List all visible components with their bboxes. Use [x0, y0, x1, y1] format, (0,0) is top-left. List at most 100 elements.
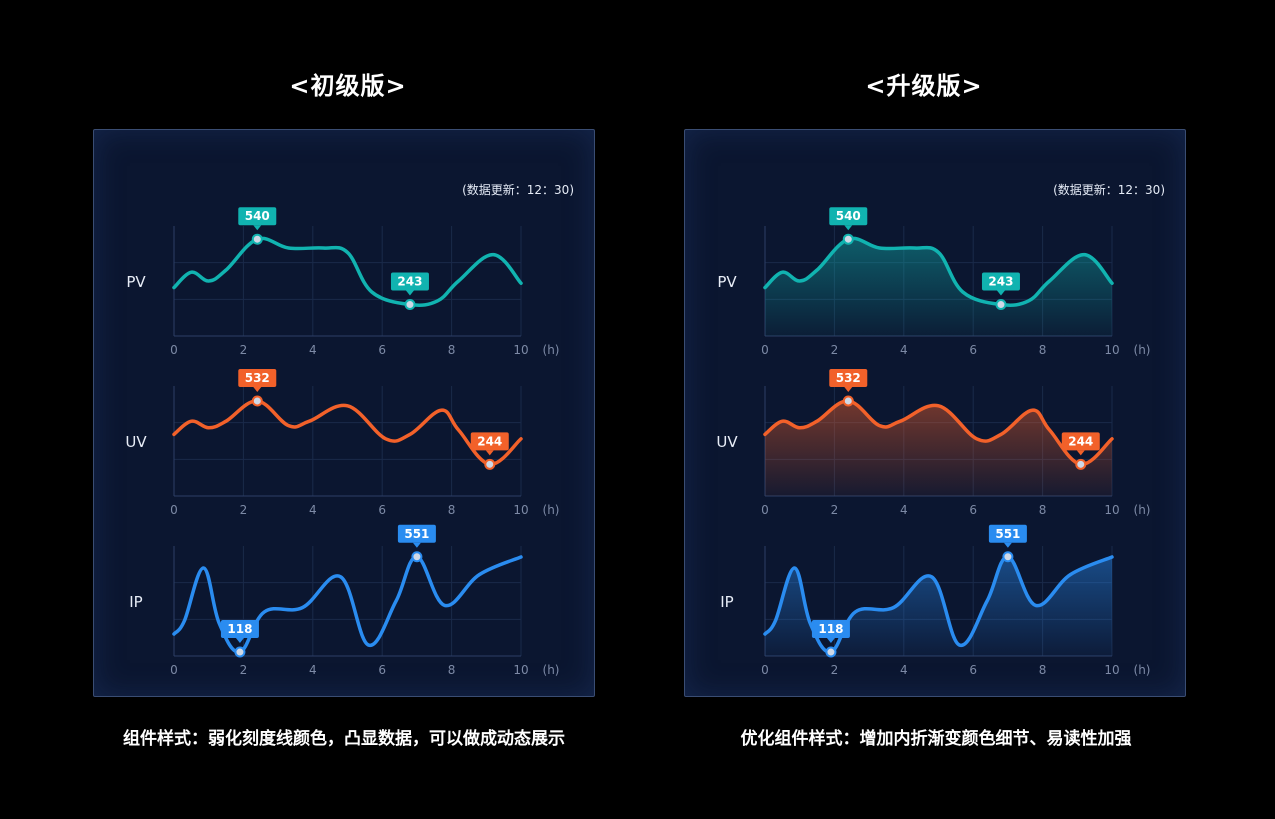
line-pv — [172, 236, 523, 307]
data-label-pointer — [405, 290, 414, 296]
grid-uv — [174, 386, 522, 497]
data-point — [1002, 551, 1014, 563]
data-point — [411, 551, 423, 563]
x-tick-label: 2 — [831, 663, 839, 677]
data-label: 551 — [397, 524, 436, 548]
data-point — [995, 299, 1007, 311]
data-label: 244 — [1061, 432, 1100, 456]
data-label-box — [988, 524, 1027, 543]
data-label-text: 118 — [227, 622, 252, 636]
series-label-pv: PV — [126, 273, 146, 291]
x-unit-label: (h) — [1134, 663, 1151, 677]
data-label-text: 532 — [245, 371, 270, 385]
data-label: 243 — [390, 272, 429, 296]
series-label-ip: IP — [129, 593, 142, 611]
data-label-pointer — [253, 386, 262, 392]
series-label-uv: UV — [716, 433, 738, 451]
data-point — [251, 395, 263, 407]
data-label-text: 551 — [404, 527, 429, 541]
x-tick-label: 6 — [969, 663, 977, 677]
x-tick-label: 6 — [969, 503, 977, 517]
data-label: 243 — [981, 272, 1020, 296]
data-label: 118 — [811, 620, 850, 644]
data-label: 532 — [829, 368, 868, 392]
line-ip — [172, 555, 523, 654]
x-tick-label: 10 — [1104, 343, 1119, 357]
line-uv — [172, 399, 523, 467]
line-uv — [763, 399, 1114, 467]
left-title: <初级版> — [289, 72, 407, 100]
data-label-box — [397, 524, 436, 543]
x-tick-label: 4 — [309, 343, 317, 357]
line-ip — [763, 555, 1114, 654]
right-caption: 优化组件样式：增加内折渐变颜色细节、易读性加强 — [740, 729, 1132, 749]
x-tick-label: 0 — [761, 503, 769, 517]
data-label-box — [238, 207, 277, 226]
data-label: 540 — [238, 207, 277, 231]
area-uv — [765, 400, 1112, 496]
data-point — [842, 233, 854, 245]
grid-pv — [174, 226, 522, 337]
right-panel: (数据更新：12：30) PV 0 2 4 6 8 10 (h) 540 243 UV 0 2 4 6 8 10… — [684, 129, 1186, 697]
x-tick-label: 4 — [900, 343, 908, 357]
data-label-pointer — [996, 290, 1005, 296]
data-label: 118 — [220, 620, 259, 644]
data-point — [842, 395, 854, 407]
left-panel: (数据更新：12：30) PV 0 2 4 6 8 10 (h) 540 243 UV 0 2 4 6 8 10… — [93, 129, 595, 697]
data-label-box — [470, 432, 509, 451]
x-unit-label: (h) — [543, 503, 560, 517]
x-tick-label: 2 — [240, 503, 248, 517]
data-point — [404, 299, 416, 311]
x-tick-label: 8 — [1039, 343, 1047, 357]
data-label-box — [829, 207, 868, 226]
x-tick-label: 0 — [170, 343, 178, 357]
data-point — [251, 233, 263, 245]
x-tick-label: 4 — [309, 503, 317, 517]
x-tick-label: 2 — [240, 663, 248, 677]
data-label-pointer — [844, 386, 853, 392]
x-tick-label: 6 — [378, 663, 386, 677]
x-tick-label: 0 — [170, 503, 178, 517]
x-tick-label: 0 — [170, 663, 178, 677]
data-label: 540 — [829, 207, 868, 231]
area-pv — [765, 238, 1112, 336]
data-point — [1075, 458, 1087, 470]
x-unit-label: (h) — [1134, 503, 1151, 517]
data-label-pointer — [253, 225, 262, 231]
data-label-text: 244 — [1068, 434, 1093, 448]
data-label-text: 118 — [818, 622, 843, 636]
data-label-pointer — [826, 638, 835, 644]
x-tick-label: 0 — [761, 663, 769, 677]
data-point — [484, 458, 496, 470]
x-tick-label: 10 — [1104, 503, 1119, 517]
x-tick-label: 8 — [448, 503, 456, 517]
data-label: 532 — [238, 368, 277, 392]
data-label-text: 243 — [988, 275, 1013, 289]
x-tick-label: 8 — [448, 343, 456, 357]
update-time: (数据更新：12：30) — [1053, 183, 1165, 197]
right-chart-svg: PV 0 2 4 6 8 10 (h) 540 243 UV 0 2 4 6 8 10 (h) 532 244 IP 0 2… — [716, 207, 1151, 677]
left-chart-svg: PV 0 2 4 6 8 10 (h) 540 243 UV 0 2 4 6 8 10 (h) 532 244 IP 0 2… — [125, 207, 560, 677]
x-unit-label: (h) — [1134, 343, 1151, 357]
data-label-text: 244 — [477, 434, 502, 448]
data-label-box — [238, 368, 277, 387]
x-tick-label: 8 — [448, 663, 456, 677]
x-tick-label: 2 — [240, 343, 248, 357]
data-point — [825, 646, 837, 658]
line-pv — [763, 236, 1114, 307]
x-tick-label: 10 — [1104, 663, 1119, 677]
left-caption: 组件样式：弱化刻度线颜色，凸显数据，可以做成动态展示 — [123, 729, 565, 749]
data-label-text: 551 — [995, 527, 1020, 541]
x-unit-label: (h) — [543, 343, 560, 357]
x-tick-label: 0 — [761, 343, 769, 357]
data-point — [234, 646, 246, 658]
data-label-box — [390, 272, 429, 291]
x-tick-label: 10 — [513, 663, 528, 677]
data-label-pointer — [1003, 542, 1012, 548]
x-tick-label: 4 — [900, 663, 908, 677]
data-label-box — [1061, 432, 1100, 451]
data-label-box — [981, 272, 1020, 291]
data-label-text: 540 — [836, 209, 861, 223]
series-label-pv: PV — [717, 273, 737, 291]
data-label-text: 540 — [245, 209, 270, 223]
